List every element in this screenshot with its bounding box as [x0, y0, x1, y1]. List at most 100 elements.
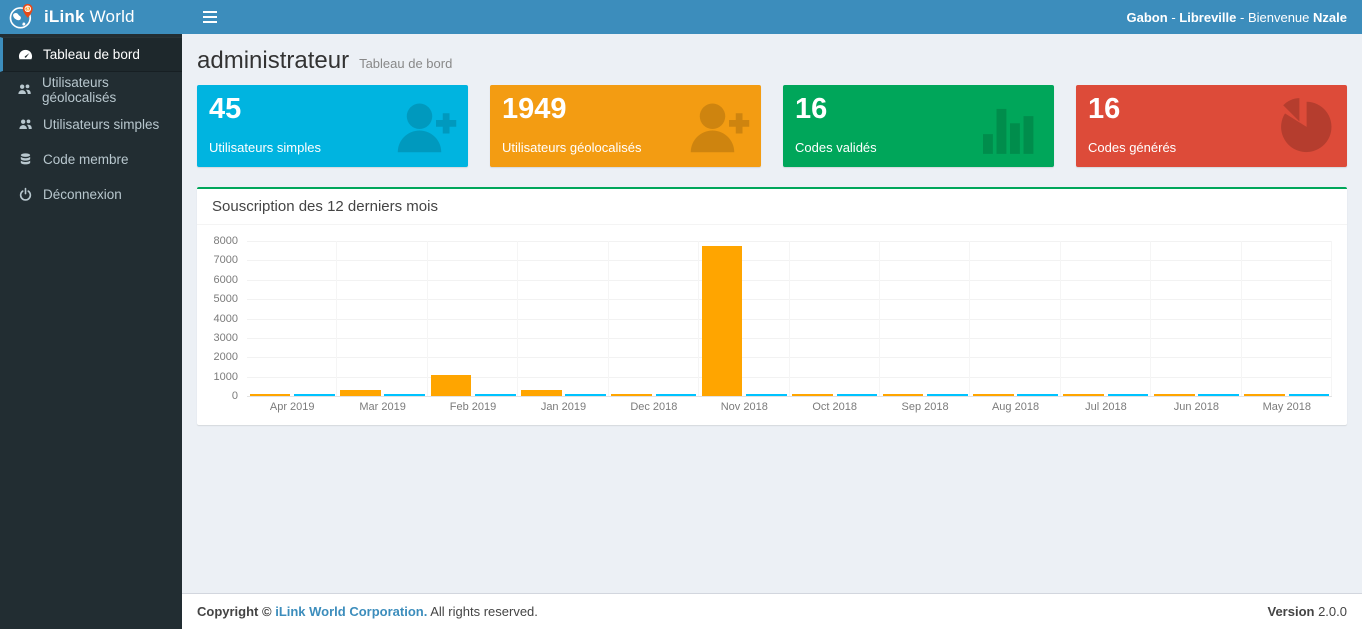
- stat-card-generated-codes: 16 Codes générés: [1076, 85, 1347, 167]
- stat-value: 45: [209, 93, 242, 125]
- chart-bar-blue-series: [474, 394, 516, 396]
- hamburger-icon[interactable]: [197, 7, 223, 27]
- sidebar: $ iLink World Tableau de bord Utilisateu…: [0, 0, 182, 629]
- users-icon: [17, 117, 33, 132]
- user-plus-icon: [690, 103, 750, 153]
- sidebar-item-label: Utilisateurs géolocalisés: [42, 74, 117, 105]
- footer-copyright: Copyright © iLink World Corporation. All…: [197, 604, 538, 619]
- h-gridline: [247, 337, 1332, 339]
- v-gridline: [1150, 241, 1152, 396]
- panel-title: Souscription des 12 derniers mois: [197, 189, 1347, 225]
- chart-bar-orange-series: [792, 394, 833, 396]
- h-gridline: [247, 279, 1332, 281]
- sidebar-item-member-code[interactable]: Code membre: [0, 142, 182, 177]
- h-gridline: [247, 357, 1332, 359]
- greeting-username: Nzale: [1313, 9, 1347, 25]
- chart-bar-blue-series: [836, 394, 878, 396]
- stat-label: Utilisateurs simples: [209, 140, 321, 156]
- page-title: administrateur: [197, 47, 350, 74]
- sidebar-item-label: Tableau de bord: [43, 47, 140, 62]
- chart-bar-orange-series: [340, 390, 381, 396]
- chart-bar-blue-series: [1107, 394, 1149, 396]
- x-tick-label: Nov 2018: [720, 401, 768, 413]
- stat-cards-row: 45 Utilisateurs simples 1949 Utilisateur…: [182, 85, 1362, 167]
- power-icon: [17, 187, 33, 202]
- subscription-panel: Souscription des 12 derniers mois 0 1000 2…: [197, 187, 1347, 425]
- v-gridline: [698, 241, 700, 396]
- sidebar-item-label: Code membre: [43, 152, 129, 167]
- chart-bar-blue-series: [1288, 394, 1330, 396]
- chart-bar-orange-series: [611, 394, 653, 396]
- stat-card-validated-codes: 16 Codes validés: [783, 85, 1054, 167]
- x-tick-label: Dec 2018: [630, 401, 678, 413]
- chart-plot-area: [247, 241, 1332, 397]
- top-navbar: Gabon - Libreville - Bienvenue Nzale: [182, 0, 1362, 34]
- chart-bar-blue-series: [384, 394, 426, 396]
- v-gridline: [607, 241, 609, 396]
- chart-bar-orange-series: [882, 394, 924, 396]
- bar-chart-icon: [983, 108, 1034, 154]
- sidebar-item-geo-users[interactable]: Utilisateurs géolocalisés: [0, 72, 182, 107]
- v-gridline: [1059, 241, 1061, 396]
- stat-label: Codes validés: [795, 140, 877, 156]
- y-tick-label: 6000: [213, 273, 238, 286]
- chart-bar-orange-series: [1244, 394, 1285, 396]
- company-link[interactable]: iLink World Corporation.: [275, 604, 428, 619]
- chart-bar-blue-series: [926, 394, 968, 396]
- stat-value: 16: [795, 93, 828, 125]
- y-tick-label: 1000: [213, 370, 238, 383]
- chart-bar-orange-series: [701, 245, 743, 396]
- user-greeting: Gabon - Libreville - Bienvenue Nzale: [1126, 9, 1347, 25]
- stat-label: Codes générés: [1088, 140, 1177, 156]
- x-tick-label: Aug 2018: [991, 401, 1040, 413]
- sidebar-item-simple-users[interactable]: Utilisateurs simples: [0, 107, 182, 142]
- y-tick-label: 0: [231, 390, 238, 402]
- sidebar-menu: Tableau de bord Utilisateurs géolocalisé…: [0, 34, 182, 212]
- y-tick-label: 8000: [213, 235, 238, 247]
- h-gridline: [247, 376, 1332, 378]
- dashboard-icon: [17, 47, 33, 62]
- stat-card-geo-users: 1949 Utilisateurs géolocalisés: [490, 85, 761, 167]
- y-tick-label: 5000: [213, 293, 238, 306]
- footer-version: Version 2.0.0: [1267, 604, 1347, 619]
- x-tick-label: Jul 2018: [1085, 401, 1127, 413]
- page-subtitle: Tableau de bord: [359, 56, 453, 71]
- brand-logo[interactable]: $ iLink World: [0, 0, 182, 34]
- sidebar-item-dashboard[interactable]: Tableau de bord: [0, 37, 182, 72]
- stat-label: Utilisateurs géolocalisés: [502, 140, 642, 156]
- sidebar-item-logout[interactable]: Déconnexion: [0, 177, 182, 212]
- page-header: administrateur Tableau de bord: [182, 34, 1362, 85]
- v-gridline: [426, 241, 428, 396]
- x-tick-label: Feb 2019: [449, 401, 497, 413]
- chart-bar-blue-series: [1198, 394, 1239, 396]
- chart-y-axis: 0 1000 2000 3000 4000 5000 6000 7000 8000: [203, 235, 247, 402]
- stat-card-simple-users: 45 Utilisateurs simples: [197, 85, 468, 167]
- chart-bar-orange-series: [973, 394, 1014, 396]
- user-plus-icon: [397, 103, 457, 153]
- pie-chart-icon: [1281, 98, 1332, 153]
- v-gridline: [788, 241, 790, 396]
- y-tick-label: 2000: [213, 351, 238, 364]
- v-gridline: [878, 241, 880, 396]
- database-icon: [17, 152, 33, 167]
- chart-bar-blue-series: [1017, 394, 1059, 396]
- greeting-welcome: Bienvenue: [1247, 9, 1310, 25]
- x-tick-label: May 2018: [1262, 401, 1311, 413]
- chart-bar-orange-series: [1063, 394, 1105, 396]
- footer: Copyright © iLink World Corporation. All…: [182, 593, 1362, 629]
- chart-bar-orange-series: [249, 394, 291, 396]
- y-tick-label: 4000: [213, 312, 238, 325]
- x-tick-label: Oct 2018: [812, 401, 858, 413]
- x-tick-label: Sep 2018: [901, 401, 949, 413]
- content-spacer: [182, 425, 1362, 593]
- v-gridline: [517, 241, 519, 396]
- globe-pin-icon: $: [8, 3, 36, 31]
- v-gridline: [1240, 241, 1242, 396]
- sidebar-item-label: Déconnexion: [43, 187, 122, 202]
- stat-value: 16: [1088, 93, 1121, 125]
- h-gridline: [247, 260, 1332, 262]
- h-gridline: [247, 318, 1332, 320]
- chart-bar-blue-series: [746, 394, 787, 396]
- sidebar-item-label: Utilisateurs simples: [43, 117, 160, 132]
